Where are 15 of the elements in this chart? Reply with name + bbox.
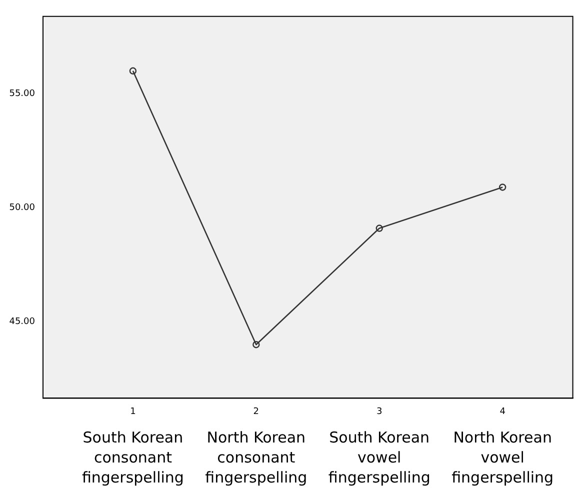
x-tick-label: 4: [500, 406, 506, 417]
text: North Korean vowel fingerspelling: [452, 428, 554, 487]
y-tick-label: 50.00: [9, 203, 36, 214]
point: [376, 224, 383, 232]
point: [129, 67, 137, 75]
text: North Korean consonant fingerspelling: [205, 428, 308, 487]
y-tick-label: 55.00: [9, 89, 36, 100]
x-tick-label: 3: [376, 406, 382, 417]
text: South Korean vowel fingerspelling: [328, 428, 430, 487]
y-tick-label: 45.00: [9, 317, 36, 328]
text: South Korean consonant fingerspelling: [82, 428, 184, 487]
point: [252, 341, 260, 348]
x-tick-label: 1: [130, 406, 136, 417]
x-tick-label: 2: [253, 406, 260, 417]
point: [498, 184, 506, 191]
